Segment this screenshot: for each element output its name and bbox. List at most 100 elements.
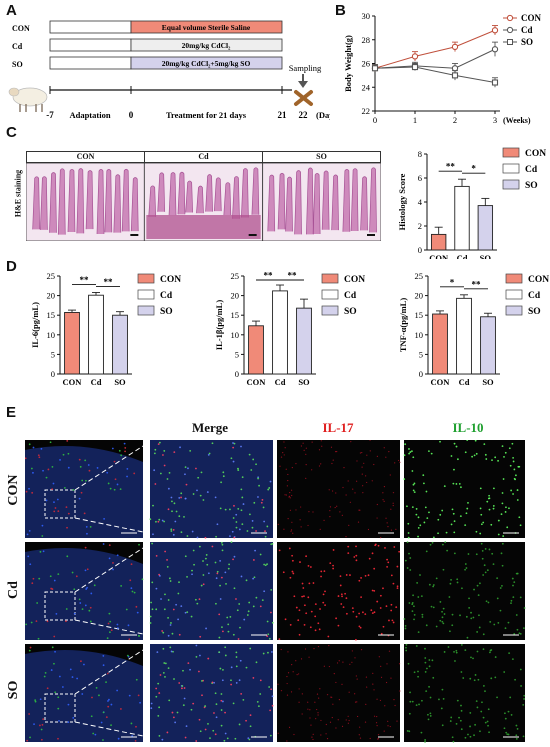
if-dot-so-3-16: [450, 716, 453, 719]
if-dot-con-3-31: [515, 474, 517, 477]
if-dot-so-3-77: [469, 677, 472, 680]
if-dot-cd-2-7: [335, 617, 338, 620]
if-dot-cd-2-10: [327, 635, 330, 638]
if-zoom-line-bottom-cd: [74, 619, 144, 635]
if-dot-con-2-69: [354, 492, 356, 494]
if-dot-cd-0-9: [35, 620, 38, 622]
if-dot-so-3-48: [424, 740, 426, 743]
if-dot-cd-3-23: [513, 581, 516, 584]
if-dot-so-1-83: [195, 740, 198, 742]
if-dot-so-0-45: [83, 663, 85, 666]
if-dot-con-3-39: [437, 518, 440, 521]
if-dot-so-1-33: [259, 693, 262, 695]
if-dot-cd-3-68: [491, 552, 494, 555]
if-dot-so-2-44: [326, 694, 329, 696]
if-dot-con-1-82: [199, 494, 202, 497]
he-villus-0-2: [49, 172, 57, 233]
if-dot-con-3-73: [411, 470, 414, 472]
he-villus-0-10: [121, 168, 130, 232]
il6-chart: 0 5 10 15 20 25 IL-6(pg/mL) CON Cd SO ** ** CON Cd SO: [30, 271, 181, 387]
if-dot-con-3-43: [406, 505, 408, 508]
bar-so: [112, 314, 128, 375]
if-dot-con-2-37: [303, 449, 305, 451]
if-dot-so-2-118: [387, 720, 389, 722]
if-dot-cd-1-6: [151, 608, 154, 611]
if-dot-con-3-57: [430, 452, 433, 455]
if-dot-cd-0-1: [112, 562, 114, 564]
legend-swatch-con: [137, 273, 155, 284]
if-dot-so-2-103: [325, 733, 327, 735]
if-dot-so-3-75: [426, 667, 428, 670]
if-dot-cd-3-29: [444, 541, 447, 544]
if-dot-cd-2-0: [309, 626, 312, 629]
if-dot-so-3-96: [405, 646, 407, 649]
if-dot-so-1-31: [164, 662, 167, 665]
if-dot-con-3-48: [439, 440, 441, 443]
if-dot-con-2-38: [382, 492, 384, 494]
if-dot-con-3-65: [505, 506, 507, 509]
if-dot-con-3-110: [455, 483, 458, 485]
if-dot-cd-0-2: [55, 612, 58, 615]
if-dot-cd-2-58: [349, 574, 351, 576]
if-dot-cd-2-91: [302, 587, 305, 589]
if-dot-so-0-48: [29, 736, 31, 739]
if-dot-con-2-8: [287, 517, 289, 520]
if-dot-con-2-48: [345, 494, 347, 496]
if-dot-cd-1-11: [178, 633, 181, 636]
if-dot-con-3-55: [494, 456, 497, 459]
if-dot-cd-1-29: [243, 618, 246, 621]
if-dot-cd-2-6: [339, 575, 342, 578]
if-dot-cd-2-44: [303, 623, 306, 626]
if-dot-so-1-82: [163, 662, 166, 664]
if-dot-cd-1-9: [240, 575, 243, 578]
if-dot-cd-3-20: [465, 567, 468, 569]
timeline-treatment-0: Equal volume Sterile Saline: [162, 23, 251, 32]
if-dot-so-0-65: [34, 699, 37, 702]
if-dot-cd-2-115: [322, 601, 325, 604]
if-dot-so-1-55: [220, 724, 223, 727]
if-dot-con-3-59: [428, 511, 430, 514]
if-dot-con-2-24: [284, 447, 286, 449]
panel-letter-c: C: [6, 124, 17, 141]
if-dot-so-1-56: [207, 722, 209, 725]
if-dot-so-2-33: [318, 697, 320, 699]
if-dot-cd-1-22: [225, 582, 227, 585]
if-dot-cd-1-25: [206, 563, 209, 566]
if-dot-con-1-115: [208, 452, 211, 455]
if-dot-con-3-116: [480, 523, 483, 526]
if-dot-cd-3-106: [466, 636, 469, 639]
if-dot-cd-3-102: [408, 602, 411, 604]
if-dot-con-3-49: [445, 531, 448, 534]
if-dot-cd-0-30: [86, 568, 89, 571]
if-dot-cd-2-26: [301, 595, 304, 598]
y-tick-label-3: 15: [231, 310, 240, 320]
if-dot-con-2-54: [291, 521, 293, 523]
if-dot-so-3-70: [417, 670, 419, 673]
if-dot-cd-0-46: [79, 602, 82, 604]
if-dot-con-2-65: [382, 499, 384, 501]
if-dot-cd-3-78: [450, 578, 452, 581]
if-dot-so-3-3: [421, 699, 423, 702]
if-dot-con-2-103: [345, 536, 347, 538]
if-dot-con-2-44: [280, 456, 283, 458]
if-dot-con-1-30: [233, 504, 235, 507]
if-dot-so-3-110: [474, 674, 477, 676]
if-dot-cd-3-9: [484, 571, 487, 574]
if-dot-so-3-14: [460, 671, 463, 673]
if-dot-cd-3-27: [483, 564, 486, 567]
if-dot-con-1-27: [162, 454, 164, 456]
if-dot-cd-3-93: [417, 596, 420, 598]
if-dot-con-0-43: [59, 459, 61, 461]
if-dot-con-2-119: [352, 488, 354, 490]
if-dot-so-2-97: [317, 714, 319, 716]
if-dot-so-0-67: [128, 694, 131, 697]
if-dot-con-0-6: [113, 488, 116, 491]
if-dot-so-2-38: [356, 701, 358, 703]
if-dot-con-0-60: [38, 456, 41, 459]
if-dot-so-0-60: [39, 724, 41, 727]
if-zoom-line-bottom-con: [74, 517, 144, 533]
if-dot-con-3-119: [512, 493, 514, 495]
if-dot-so-1-70: [269, 709, 272, 712]
if-dot-con-3-87: [518, 465, 521, 468]
if-dot-so-0-21: [135, 678, 138, 681]
